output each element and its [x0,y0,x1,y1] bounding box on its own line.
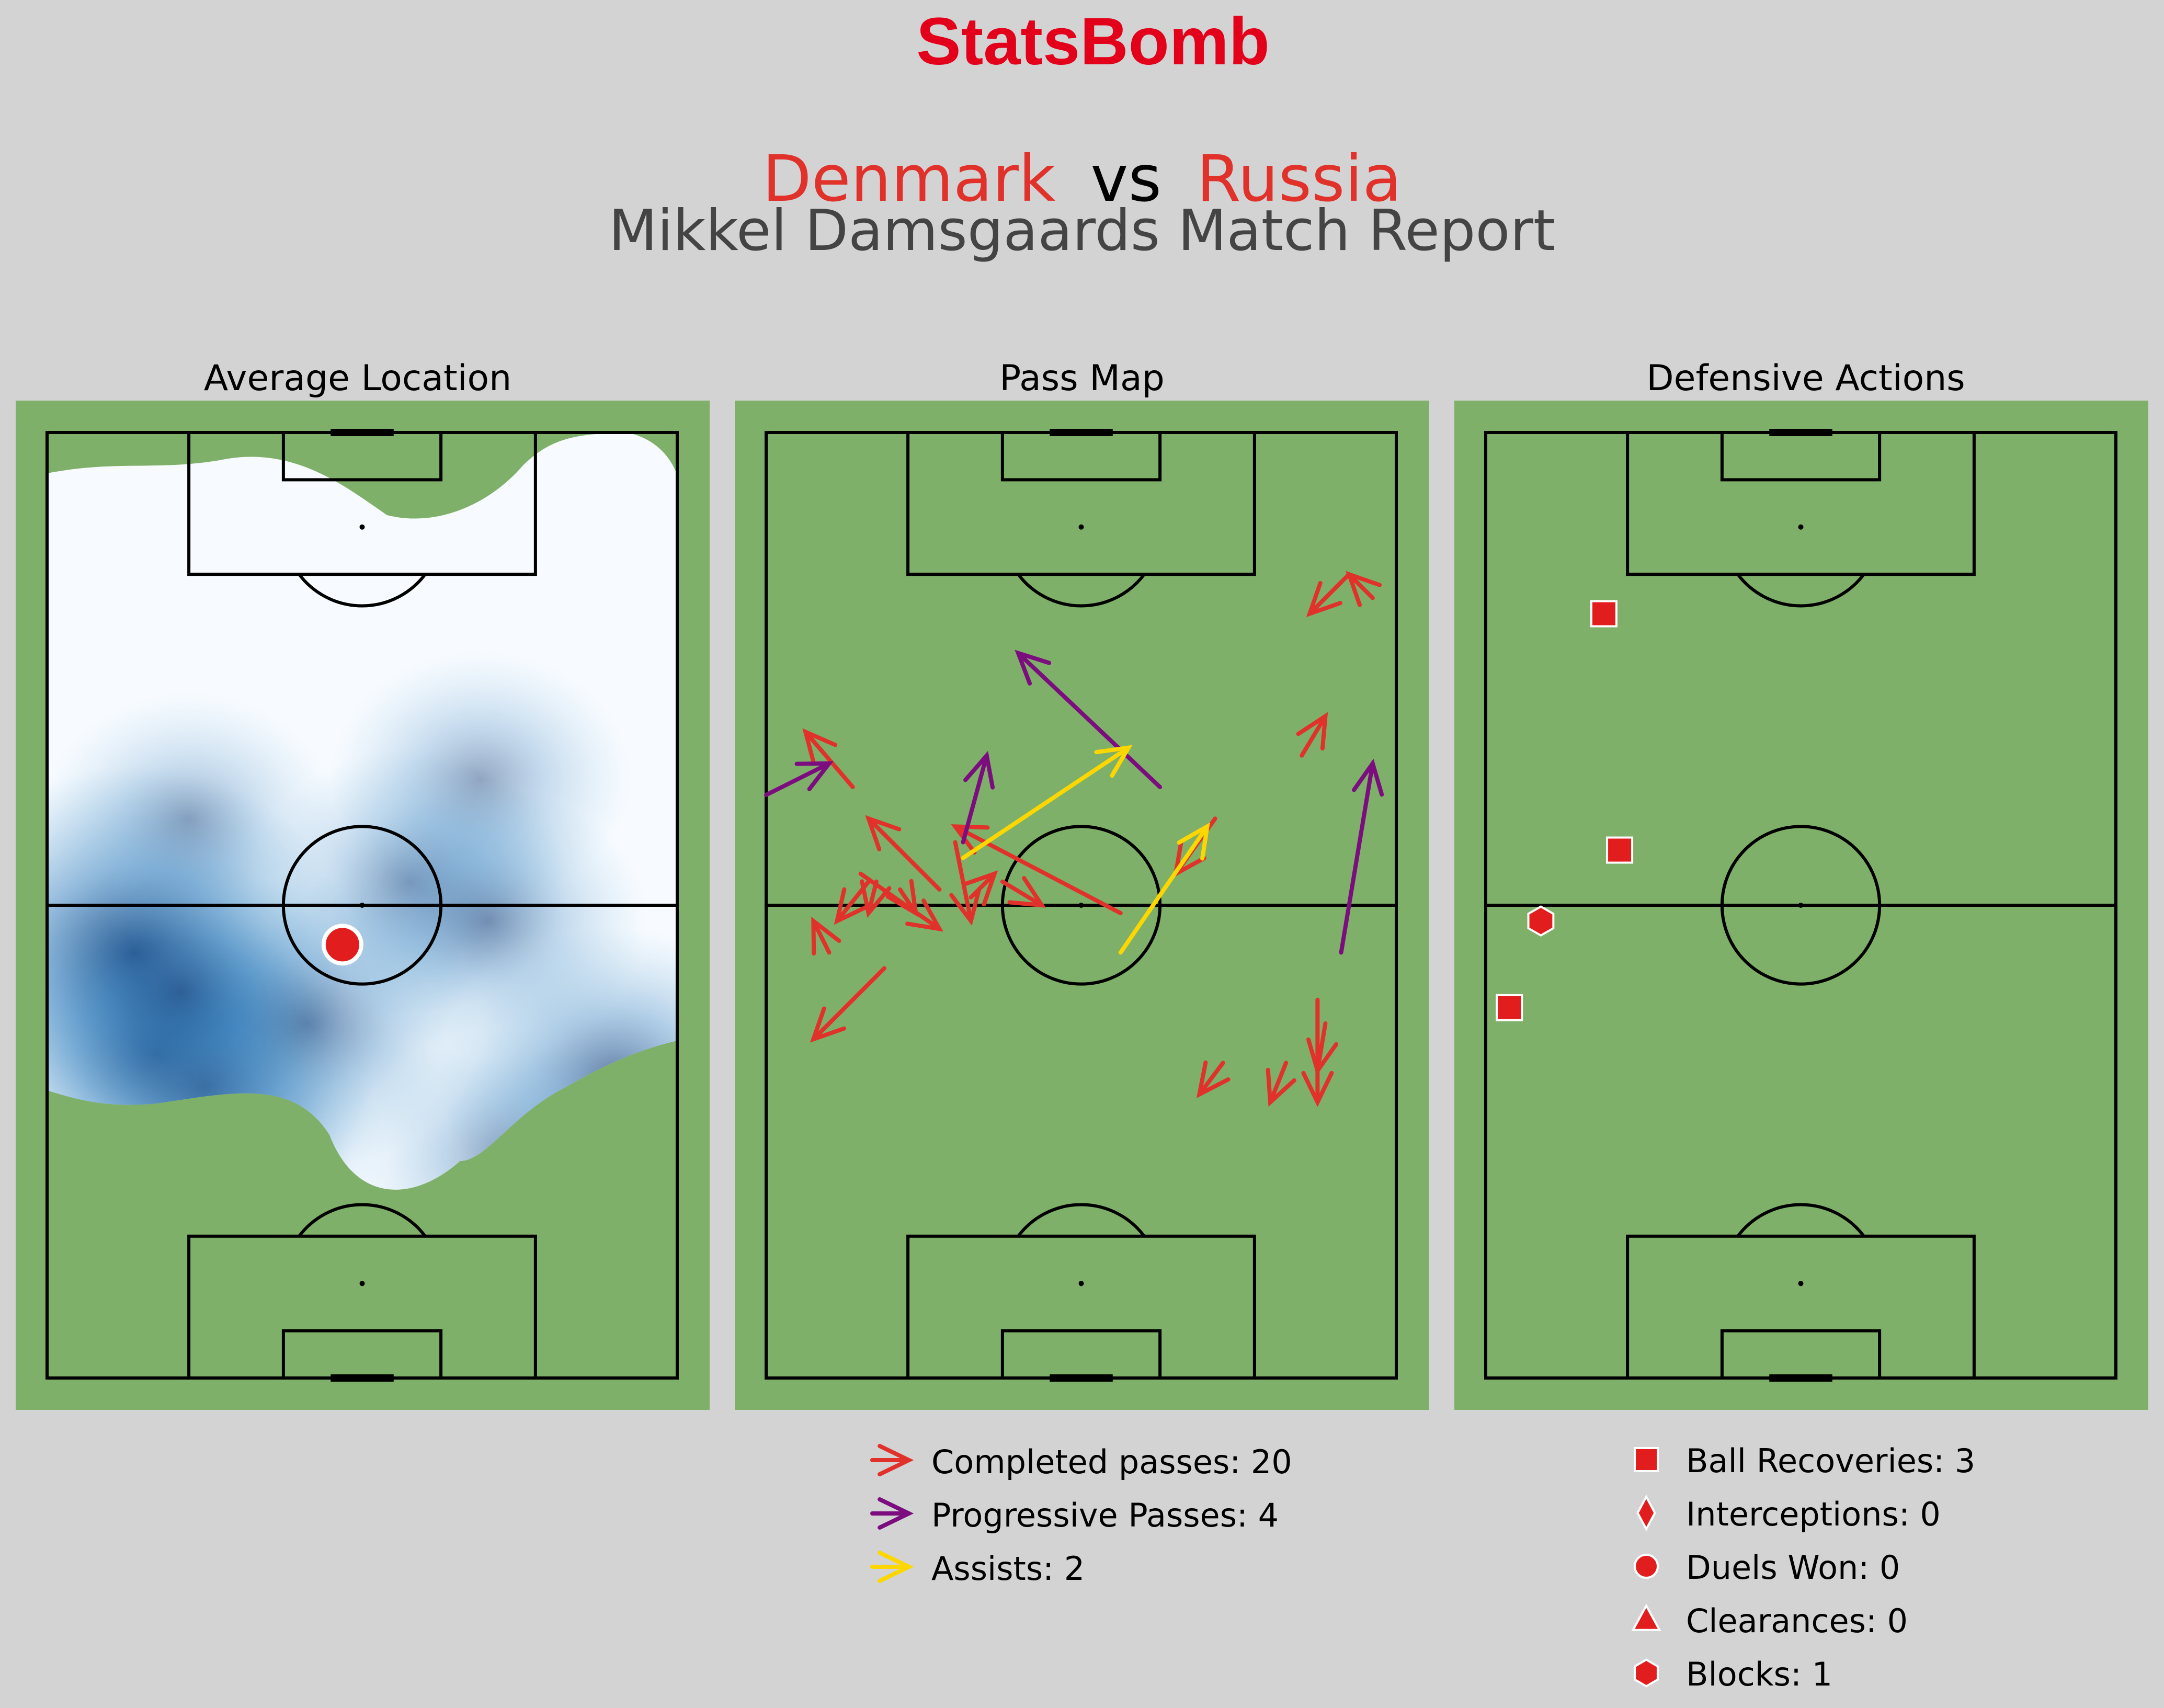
defense-legend-label-0: Ball Recoveries: 3 [1686,1442,1975,1480]
report-subtitle: Mikkel Damsgaards Match Report [609,198,1555,264]
penalty-spot-top [1798,525,1804,530]
pass-map-pitch [735,401,1429,1410]
defense-legend-label-1: Interceptions: 0 [1686,1495,1941,1533]
defensive-actions-pitch [1454,401,2148,1410]
defense-legend-label-3: Clearances: 0 [1686,1602,1908,1640]
defensive-action-2 [1497,995,1522,1020]
defensive-action-3 [1529,907,1554,936]
center-spot [360,903,365,908]
defense-legend-marker-3 [1633,1606,1660,1630]
panel-title-pass-map: Pass Map [999,358,1165,399]
penalty-spot-bottom [1798,1281,1804,1286]
average-location-pitch [0,401,792,1410]
panel-title-average-location: Average Location [204,358,511,399]
defense-legend-marker-1 [1638,1497,1655,1529]
defensive-action-0 [1591,601,1616,627]
pass-legend-arrow-0 [872,1446,909,1474]
pass-legend-label-2: Assists: 2 [931,1550,1085,1588]
pass-legend-label-1: Progressive Passes: 4 [931,1496,1279,1534]
penalty-spot-bottom [360,1281,365,1286]
penalty-spot-bottom [1079,1281,1084,1286]
density-blob-8 [329,651,632,907]
defense-legend-marker-4 [1635,1660,1658,1687]
pass-legend-arrow-2 [872,1553,909,1581]
panel-title-defensive-actions: Defensive Actions [1646,358,1965,399]
defense-legend-marker-2 [1635,1555,1658,1578]
defense-legend-label-2: Duels Won: 0 [1686,1548,1900,1587]
pass-legend-arrow-1 [872,1499,909,1528]
center-spot [1798,903,1804,908]
pass-legend-label-0: Completed passes: 20 [931,1443,1292,1481]
defensive-legend: Ball Recoveries: 3 Interceptions: 0 Duels … [1633,1442,1975,1693]
defense-legend-marker-0 [1635,1448,1658,1471]
density-blob-10 [40,692,337,945]
defense-legend-label-4: Blocks: 1 [1686,1655,1832,1693]
pass-legend: Completed passes: 20 Progressive Passes: … [872,1443,1292,1588]
penalty-spot-top [1079,525,1084,530]
defensive-action-1 [1607,838,1632,863]
statsbomb-logo: StatsBomb [916,4,1270,79]
center-spot [1079,903,1084,908]
penalty-spot-top [360,525,365,530]
average-location-marker [324,926,361,963]
